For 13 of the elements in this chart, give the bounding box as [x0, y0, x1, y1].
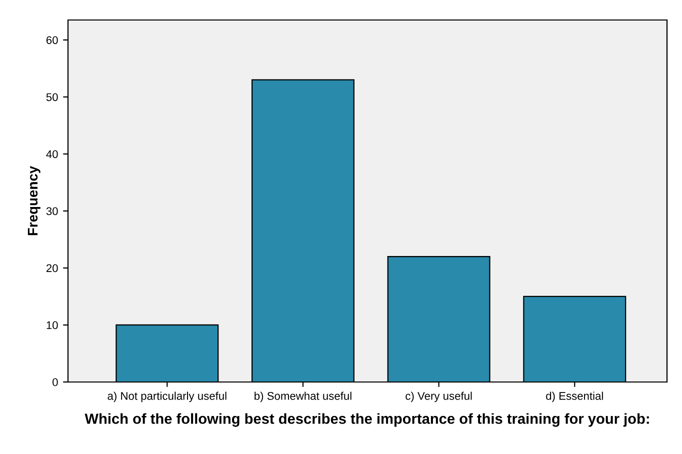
- y-tick-label: 40: [46, 150, 58, 158]
- y-tick-label: 0: [52, 378, 58, 386]
- x-tick-label: b) Somewhat useful: [254, 392, 352, 402]
- y-axis-title: Frequency: [28, 166, 40, 236]
- x-tick-label: c) Very useful: [406, 392, 472, 402]
- x-tick-label: a) Not particularly useful: [108, 392, 226, 402]
- x-tick-label: d) Essential: [546, 392, 603, 402]
- y-tick-label: 60: [46, 36, 58, 44]
- x-axis-title: Which of the following best describes the importance of this training for your job:: [84, 413, 649, 427]
- y-tick-label: 30: [46, 207, 58, 216]
- y-tick-label: 10: [46, 321, 58, 330]
- y-tick-label: 50: [46, 93, 58, 102]
- y-tick-label: 20: [46, 264, 58, 272]
